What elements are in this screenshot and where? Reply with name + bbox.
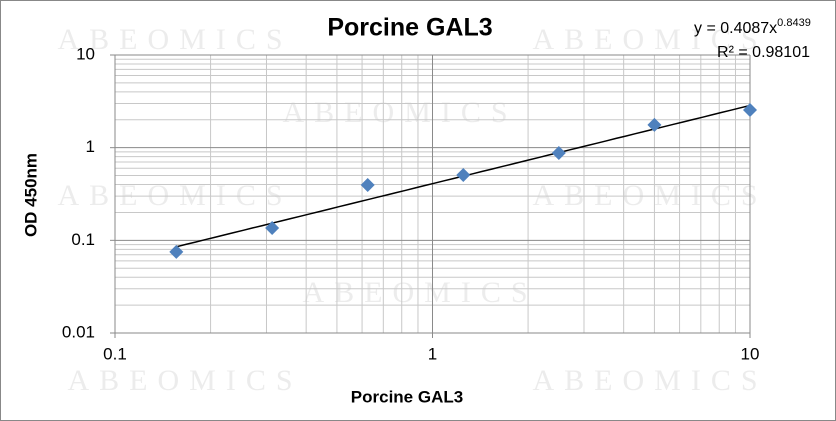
marker	[647, 117, 662, 132]
watermark: ABEOMICS	[67, 364, 302, 397]
y-tick-label: 0.01	[62, 322, 95, 341]
x-axis-label: Porcine GAL3	[351, 387, 463, 406]
equation: y = 0.4087x	[694, 20, 777, 37]
watermark: ABEOMICS	[532, 23, 767, 56]
watermark: ABEOMICS	[282, 96, 517, 129]
watermark: ABEOMICS	[532, 364, 767, 397]
marker	[743, 102, 757, 117]
x-tick-label: 10	[741, 344, 760, 363]
chart-title: Porcine GAL3	[327, 14, 492, 42]
x-tick-label: 1	[428, 344, 437, 363]
watermark: ABEOMICS	[57, 179, 292, 212]
marker	[169, 244, 184, 259]
exponent: 0.8439	[777, 17, 811, 29]
watermark: ABEOMICS	[532, 179, 767, 212]
x-tick-label: 0.1	[103, 344, 127, 363]
marker	[456, 168, 471, 183]
watermark: ABEOMICS	[302, 276, 537, 309]
marker	[551, 145, 566, 160]
y-axis-label: OD 450nm	[21, 153, 40, 237]
r-squared: R² = 0.98101	[717, 44, 810, 61]
y-tick-label: 0.1	[71, 230, 95, 249]
watermark: ABEOMICS	[57, 23, 292, 56]
y-tick-label: 1	[86, 137, 95, 156]
trendline-equation: y = 0.4087x0.8439	[694, 17, 811, 37]
marker	[265, 220, 280, 235]
marker	[360, 178, 375, 193]
y-tick-label: 10	[76, 44, 95, 63]
